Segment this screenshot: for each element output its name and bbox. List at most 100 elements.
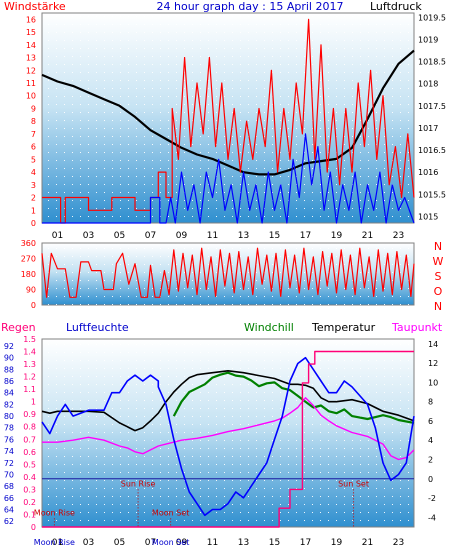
rain-line bbox=[42, 350, 414, 528]
wind-line bbox=[42, 133, 415, 224]
hour-tick-label: 09 bbox=[176, 538, 188, 548]
panel2-grid bbox=[42, 243, 414, 305]
humidity-tick-label: 64 bbox=[4, 505, 14, 514]
wind-tick-label: 15 bbox=[26, 28, 36, 37]
temp-tick-label: 6 bbox=[428, 417, 433, 426]
hour-tick-label: 13 bbox=[238, 231, 249, 241]
hour-tick-label: 13 bbox=[238, 538, 249, 548]
rain-tick-label: 0.5 bbox=[23, 460, 36, 469]
temp-tick-label: 0 bbox=[428, 475, 433, 484]
humidity-tick-label: 68 bbox=[4, 482, 14, 491]
temp-tick-label: 12 bbox=[428, 359, 438, 368]
pressure-line bbox=[41, 49, 415, 176]
wind-tick-label: 1 bbox=[31, 206, 36, 215]
hour-tick-label: 17 bbox=[300, 538, 311, 548]
rain-tick-label: 0.8 bbox=[23, 423, 36, 432]
pressure-tick-label: 1018.5 bbox=[418, 58, 446, 67]
panel3-plot: 6264666870727476788082848688909200.10.20… bbox=[4, 335, 438, 548]
windchill-line bbox=[172, 371, 415, 424]
panel1-grid bbox=[42, 13, 414, 223]
humidity-tick-label: 76 bbox=[4, 435, 14, 444]
pressure-tick-label: 1015 bbox=[418, 212, 438, 221]
humidity-tick-label: 80 bbox=[4, 412, 14, 421]
temp-tick-label: 14 bbox=[428, 340, 438, 349]
hour-tick-label: 07 bbox=[145, 231, 156, 241]
rain-tick-label: 0.4 bbox=[23, 473, 36, 482]
wind-tick-label: 10 bbox=[26, 92, 36, 101]
pressure-tick-label: 1019 bbox=[418, 36, 438, 45]
pressure-axis-title: Luftdruck bbox=[370, 0, 422, 13]
compass-label: W bbox=[433, 255, 444, 268]
humidity-tick-label: 86 bbox=[4, 377, 14, 386]
rain-tick-label: 1.4 bbox=[23, 348, 36, 357]
humidity-tick-label: 92 bbox=[4, 342, 14, 351]
rain-tick-label: 1 bbox=[31, 398, 36, 407]
legend-rain: Regen bbox=[1, 321, 36, 334]
temp-tick-label: -2 bbox=[428, 494, 436, 503]
rain-tick-label: 0 bbox=[31, 523, 36, 532]
hour-tick-label: 15 bbox=[269, 538, 280, 548]
rain-tick-label: 0.1 bbox=[23, 510, 36, 519]
direction-tick-label: 0 bbox=[31, 301, 36, 310]
wind-tick-label: 2 bbox=[31, 194, 36, 203]
chart-title: 24 hour graph day : 15 April 2017 bbox=[157, 0, 344, 13]
wind-tick-label: 9 bbox=[31, 104, 36, 113]
wind-tick-label: 0 bbox=[31, 219, 36, 228]
hour-tick-label: 19 bbox=[331, 538, 343, 548]
wind-tick-label: 12 bbox=[26, 66, 36, 75]
rain-tick-label: 0.2 bbox=[23, 498, 36, 507]
astro-annotation: Moon Set bbox=[152, 508, 189, 517]
wind-tick-label: 13 bbox=[26, 54, 36, 63]
wind-tick-label: 11 bbox=[26, 79, 36, 88]
hour-tick-label: 07 bbox=[145, 538, 156, 548]
temp-tick-label: 2 bbox=[428, 456, 433, 465]
humidity-tick-label: 82 bbox=[4, 400, 14, 409]
pressure-tick-label: 1016 bbox=[418, 168, 438, 177]
humidity-tick-label: 62 bbox=[4, 517, 14, 526]
astro-bottom-label: Moon Set bbox=[152, 538, 189, 547]
legend-windchill: Windchill bbox=[244, 321, 294, 334]
humidity-line bbox=[41, 356, 415, 517]
hour-tick-label: 05 bbox=[114, 231, 125, 241]
hour-tick-label: 03 bbox=[83, 538, 94, 548]
hour-tick-label: 01 bbox=[52, 231, 63, 241]
wind-tick-label: 6 bbox=[31, 143, 36, 152]
rain-tick-label: 1.3 bbox=[23, 360, 36, 369]
pressure-tick-label: 1016.5 bbox=[418, 146, 446, 155]
rain-tick-label: 0.3 bbox=[23, 485, 36, 494]
hour-tick-label: 05 bbox=[114, 538, 125, 548]
astro-annotation: Sun Rise bbox=[121, 479, 156, 488]
direction-tick-label: 270 bbox=[21, 255, 36, 264]
astro-annotation: Moon Rise bbox=[34, 508, 75, 517]
humidity-tick-label: 88 bbox=[4, 365, 14, 374]
direction-tick-label: 360 bbox=[21, 239, 36, 248]
compass-label: N bbox=[434, 300, 442, 313]
temperature-line bbox=[41, 369, 415, 432]
wind-tick-label: 14 bbox=[26, 41, 36, 50]
hour-tick-label: 23 bbox=[393, 538, 404, 548]
gust-line bbox=[42, 18, 415, 224]
hour-tick-label: 21 bbox=[362, 231, 373, 241]
temp-tick-label: -4 bbox=[428, 513, 436, 522]
humidity-tick-label: 78 bbox=[4, 424, 14, 433]
wind-tick-label: 16 bbox=[26, 15, 36, 24]
pressure-tick-label: 1015.5 bbox=[418, 190, 446, 199]
direction-tick-label: 180 bbox=[21, 270, 36, 279]
hour-tick-label: 11 bbox=[207, 231, 218, 241]
hour-tick-label: 23 bbox=[393, 231, 404, 241]
humidity-tick-label: 74 bbox=[4, 447, 14, 456]
wind-tick-label: 7 bbox=[31, 130, 36, 139]
hour-tick-label: 01 bbox=[52, 538, 63, 548]
legend-humidity: Luftfeuchte bbox=[66, 321, 129, 334]
panel1-plot: 01234567891011121314151610151015.5101610… bbox=[26, 13, 446, 241]
pressure-tick-label: 1018 bbox=[418, 80, 438, 89]
rain-tick-label: 1.1 bbox=[23, 385, 36, 394]
humidity-tick-label: 72 bbox=[4, 459, 14, 468]
temp-tick-label: 10 bbox=[428, 378, 438, 387]
hour-tick-label: 03 bbox=[83, 231, 94, 241]
temp-tick-label: 4 bbox=[428, 436, 433, 445]
humidity-tick-label: 70 bbox=[4, 470, 14, 479]
